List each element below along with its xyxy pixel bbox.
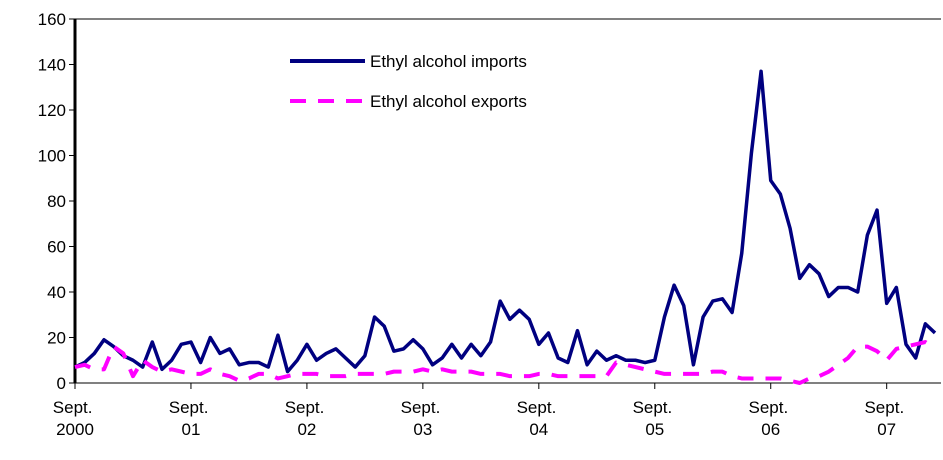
x-tick-label-line: Sept. bbox=[749, 398, 793, 417]
y-tick-label: 160 bbox=[38, 10, 66, 29]
x-tick-label-line: Sept. bbox=[53, 398, 97, 417]
y-tick-label: 60 bbox=[47, 238, 66, 257]
y-tick-label: 140 bbox=[38, 56, 66, 75]
x-tick-label-line: 06 bbox=[761, 420, 780, 439]
x-tick-label: Sept. 2000 bbox=[53, 398, 97, 439]
y-tick-label: 80 bbox=[47, 192, 66, 211]
x-tick-label-line: 03 bbox=[413, 420, 432, 439]
x-tick-label-line: Sept. bbox=[517, 398, 561, 417]
y-tick-label: 100 bbox=[38, 147, 66, 166]
x-tick-label-line: 07 bbox=[877, 420, 896, 439]
x-tick-label-line: 02 bbox=[297, 420, 316, 439]
x-tick-label-line: Sept. bbox=[169, 398, 213, 417]
y-tick-label: 120 bbox=[38, 101, 66, 120]
x-tick-label: Sept. 05 bbox=[633, 398, 677, 439]
x-tick-label-line: Sept. bbox=[401, 398, 445, 417]
y-tick-label: 0 bbox=[57, 374, 66, 393]
x-tick-label-line: 05 bbox=[645, 420, 664, 439]
y-tick-label: 20 bbox=[47, 329, 66, 348]
x-tick-label-line: 01 bbox=[181, 420, 200, 439]
x-tick-label: Sept. 04 bbox=[517, 398, 561, 439]
legend-label: Ethyl alcohol exports bbox=[370, 92, 527, 111]
x-tick-label: Sept. 07 bbox=[864, 398, 908, 439]
x-tick-label: Sept. 01 bbox=[169, 398, 213, 439]
x-tick-label: Sept. 06 bbox=[749, 398, 793, 439]
legend-label: Ethyl alcohol imports bbox=[370, 52, 527, 71]
x-tick-label-line: 2000 bbox=[56, 420, 94, 439]
x-tick-label-line: Sept. bbox=[285, 398, 329, 417]
x-tick-label: Sept. 03 bbox=[401, 398, 445, 439]
x-tick-label-line: Sept. bbox=[864, 398, 908, 417]
series-line bbox=[74, 340, 937, 385]
y-tick-label: 40 bbox=[47, 283, 66, 302]
x-tick-label-line: Sept. bbox=[633, 398, 677, 417]
x-tick-label: Sept. 02 bbox=[285, 398, 329, 439]
x-tick-label-line: 04 bbox=[529, 420, 548, 439]
series-line bbox=[74, 69, 937, 374]
